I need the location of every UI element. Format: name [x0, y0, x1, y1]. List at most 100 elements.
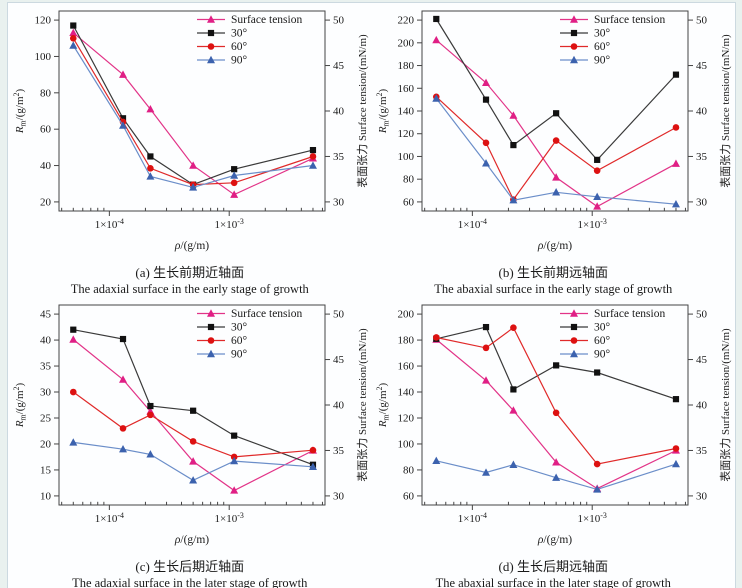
svg-text:60°: 60° — [231, 335, 248, 347]
series-90° — [69, 438, 317, 484]
svg-text:220: 220 — [398, 15, 415, 27]
svg-text:Rm/(g/m2): Rm/(g/m2) — [12, 88, 28, 134]
svg-text:60: 60 — [40, 124, 52, 136]
svg-text:1×10-3: 1×10-3 — [214, 217, 243, 231]
svg-text:40: 40 — [40, 160, 52, 172]
svg-text:35: 35 — [333, 151, 345, 163]
subplot-grid: 20 40 60 80 100 120 30 35 40 45 50 1×10-4 1×10-3 Rm/(… — [8, 3, 735, 588]
series-Surface tension — [69, 28, 317, 198]
svg-text:140: 140 — [398, 387, 415, 399]
svg-text:10: 10 — [40, 490, 52, 502]
svg-text:25: 25 — [40, 412, 52, 424]
svg-text:1×10-3: 1×10-3 — [214, 511, 243, 525]
svg-text:30°: 30° — [594, 28, 611, 40]
axis-labels: 10 15 20 25 30 35 40 45 30 35 40 45 50 1×10-4 1×10-3 Rm… — [12, 309, 369, 546]
subplot-c-caption: (c) 生长后期近轴面 The adaxial surface in the l… — [8, 558, 372, 588]
svg-text:80: 80 — [40, 87, 52, 99]
svg-text:表面张力 Surface tension/(mN/m): 表面张力 Surface tension/(mN/m) — [718, 34, 732, 188]
svg-text:ρ/(g/m): ρ/(g/m) — [174, 534, 209, 546]
svg-text:30: 30 — [696, 490, 708, 502]
chart-a-canvas: 20 40 60 80 100 120 30 35 40 45 50 1×10-4 1×10-3 Rm/(… — [12, 10, 369, 252]
legend: Surface tension 30°60° 90° — [196, 308, 302, 361]
series-90° — [69, 41, 317, 191]
svg-text:ρ/(g/m): ρ/(g/m) — [537, 240, 572, 252]
series-60° — [433, 324, 680, 468]
svg-text:90°: 90° — [231, 349, 248, 361]
series-90° — [432, 456, 681, 493]
svg-text:120: 120 — [34, 15, 51, 27]
subplot-b-caption: (b) 生长前期远轴面 The abaxial surface in the e… — [372, 264, 736, 297]
subplot-b: 60 80 100 120 140 160 180 200 220 30 35 40 45 50 1×10-… — [372, 3, 736, 297]
chart-b-canvas: 60 80 100 120 140 160 180 200 220 30 35 40 45 50 1×10-… — [375, 10, 732, 252]
axes — [53, 304, 330, 510]
axis-labels: 60 80 100 120 140 160 180 200 30 35 40 45 50 1×10-4 1×… — [375, 309, 732, 546]
svg-text:Rm/(g/m2): Rm/(g/m2) — [375, 88, 391, 134]
svg-text:Surface tension: Surface tension — [594, 14, 665, 26]
svg-text:60°: 60° — [231, 41, 248, 53]
svg-text:120: 120 — [398, 128, 415, 140]
subplot-c-caption-en: The adaxial surface in the later stage o… — [72, 576, 308, 588]
svg-text:30: 30 — [333, 196, 345, 208]
svg-text:35: 35 — [696, 151, 708, 163]
subplot-a-caption-zh: (a) 生长前期近轴面 — [135, 265, 245, 280]
svg-text:180: 180 — [398, 335, 415, 347]
svg-text:20: 20 — [40, 196, 52, 208]
svg-text:1×10-4: 1×10-4 — [94, 217, 123, 231]
svg-text:40: 40 — [696, 400, 708, 412]
subplot-a: 20 40 60 80 100 120 30 35 40 45 50 1×10-4 1×10-3 Rm/(… — [8, 3, 372, 297]
subplot-d-caption: (d) 生长后期远轴面 The abaxial surface in the l… — [372, 558, 736, 588]
svg-text:60: 60 — [403, 490, 415, 502]
chart-d-canvas: 60 80 100 120 140 160 180 200 30 35 40 45 50 1×10-4 1×… — [375, 304, 732, 546]
chart-c-canvas: 10 15 20 25 30 35 40 45 30 35 40 45 50 1×10-4 1×10-3 Rm… — [12, 304, 369, 546]
subplot-a-caption: (a) 生长前期近轴面 The adaxial surface in the e… — [8, 264, 372, 297]
svg-text:50: 50 — [333, 15, 345, 27]
subplot-d-caption-en: The abaxial surface in the later stage o… — [435, 576, 671, 588]
svg-text:50: 50 — [696, 15, 708, 27]
svg-text:15: 15 — [40, 464, 52, 476]
svg-text:表面张力 Surface tension/(mN/m): 表面张力 Surface tension/(mN/m) — [355, 328, 369, 482]
subplot-b-caption-en: The abaxial surface in the early stage o… — [434, 282, 673, 296]
subplot-c-caption-zh: (c) 生长后期近轴面 — [135, 559, 245, 574]
svg-text:120: 120 — [398, 412, 415, 424]
svg-text:1×10-4: 1×10-4 — [458, 511, 487, 525]
svg-text:45: 45 — [696, 60, 708, 72]
svg-text:ρ/(g/m): ρ/(g/m) — [174, 240, 209, 252]
legend: Surface tension 30°60° 90° — [196, 14, 302, 67]
svg-text:45: 45 — [333, 354, 345, 366]
svg-text:100: 100 — [398, 151, 415, 163]
series-Surface tension — [69, 335, 317, 494]
series-30° — [433, 323, 680, 403]
svg-text:35: 35 — [40, 361, 52, 373]
subplot-a-caption-en: The adaxial surface in the early stage o… — [70, 282, 309, 296]
svg-text:30: 30 — [333, 490, 345, 502]
axes — [53, 10, 330, 216]
figure-panel: 20 40 60 80 100 120 30 35 40 45 50 1×10-4 1×10-3 Rm/(… — [7, 2, 736, 588]
svg-text:30°: 30° — [594, 322, 611, 334]
series-60° — [69, 34, 317, 188]
subplot-c: 10 15 20 25 30 35 40 45 30 35 40 45 50 1×10-4 1×10-3 Rm… — [8, 297, 372, 588]
svg-text:200: 200 — [398, 37, 415, 49]
svg-text:60°: 60° — [594, 41, 611, 53]
svg-text:60: 60 — [403, 196, 415, 208]
svg-text:80: 80 — [403, 174, 415, 186]
svg-text:60°: 60° — [594, 335, 611, 347]
svg-text:Surface tension: Surface tension — [231, 308, 302, 320]
svg-text:180: 180 — [398, 60, 415, 72]
svg-text:40: 40 — [696, 106, 708, 118]
svg-text:40: 40 — [333, 106, 345, 118]
svg-text:80: 80 — [403, 464, 415, 476]
svg-text:表面张力 Surface tension/(mN/m): 表面张力 Surface tension/(mN/m) — [718, 328, 732, 482]
svg-text:30°: 30° — [231, 322, 248, 334]
svg-text:45: 45 — [696, 354, 708, 366]
series-60° — [69, 388, 317, 461]
svg-text:140: 140 — [398, 106, 415, 118]
svg-text:Rm/(g/m2): Rm/(g/m2) — [12, 382, 28, 428]
svg-text:45: 45 — [40, 309, 52, 321]
legend: Surface tension 30°60° 90° — [560, 14, 666, 67]
series-90° — [432, 94, 681, 208]
svg-text:1×10-4: 1×10-4 — [94, 511, 123, 525]
subplot-d: 60 80 100 120 140 160 180 200 30 35 40 45 50 1×10-4 1×… — [372, 297, 736, 588]
svg-text:200: 200 — [398, 309, 415, 321]
svg-text:20: 20 — [40, 438, 52, 450]
svg-text:Surface tension: Surface tension — [594, 308, 665, 320]
